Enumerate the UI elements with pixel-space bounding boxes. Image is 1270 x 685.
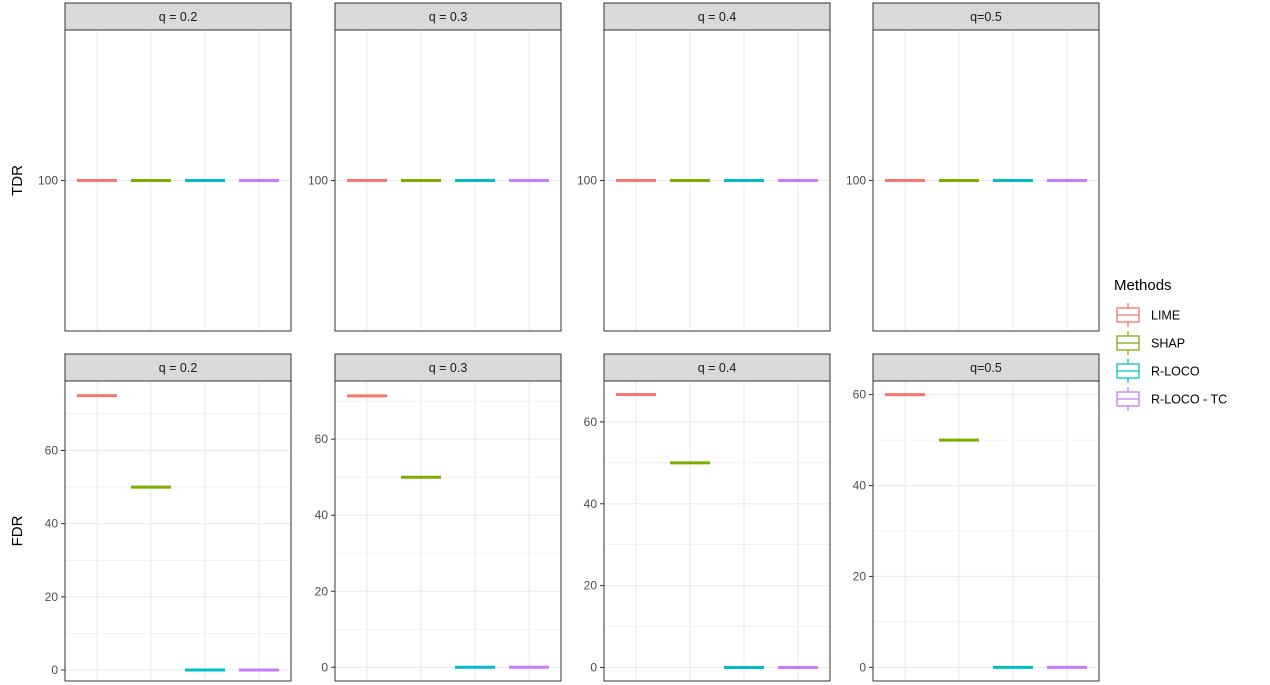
panel-background [335,381,561,681]
panel-background [604,381,830,681]
y-tick-label: 100 [846,174,866,188]
y-tick-label: 60 [853,388,867,402]
facet-label: q = 0.3 [429,10,468,24]
y-tick-label: 0 [51,663,58,677]
facet-strip [603,353,831,382]
legend-label: R-LOCO [1151,365,1200,379]
legend-label: R-LOCO - TC [1151,393,1227,407]
row-label: FDR [9,515,26,546]
facet-strip [872,2,1100,31]
y-tick-label: 100 [308,174,328,188]
facet-label: q = 0.4 [698,10,737,24]
legend-title: Methods [1114,277,1172,294]
facet-strip [334,2,562,31]
y-tick-label: 0 [590,660,597,674]
y-tick-label: 40 [584,497,598,511]
facet-label: q=0.5 [970,10,1002,24]
facet-label: q = 0.2 [159,361,198,375]
y-tick-label: 40 [315,508,329,522]
facet-label: q = 0.2 [159,10,198,24]
facet-label: q = 0.4 [698,361,737,375]
facet-label: q = 0.3 [429,361,468,375]
y-tick-label: 20 [315,584,329,598]
facet-strip [334,353,562,382]
facet-strip [64,2,292,31]
y-tick-label: 60 [315,432,329,446]
facet-strip [872,353,1100,382]
y-tick-label: 40 [45,517,59,531]
y-tick-label: 100 [577,174,597,188]
y-tick-label: 20 [45,590,59,604]
panel-background [65,381,291,681]
y-tick-label: 0 [859,660,866,674]
legend-label: SHAP [1151,337,1185,351]
y-tick-label: 40 [853,479,867,493]
facet-label: q=0.5 [970,361,1002,375]
y-tick-label: 60 [584,415,598,429]
y-tick-label: 60 [45,444,59,458]
y-tick-label: 0 [321,660,328,674]
y-tick-label: 20 [853,569,867,583]
facet-strip [603,2,831,31]
row-label: TDR [9,165,26,196]
facet-strip [64,353,292,382]
y-tick-label: 20 [584,579,598,593]
legend-label: LIME [1151,309,1180,323]
y-tick-label: 100 [38,174,58,188]
